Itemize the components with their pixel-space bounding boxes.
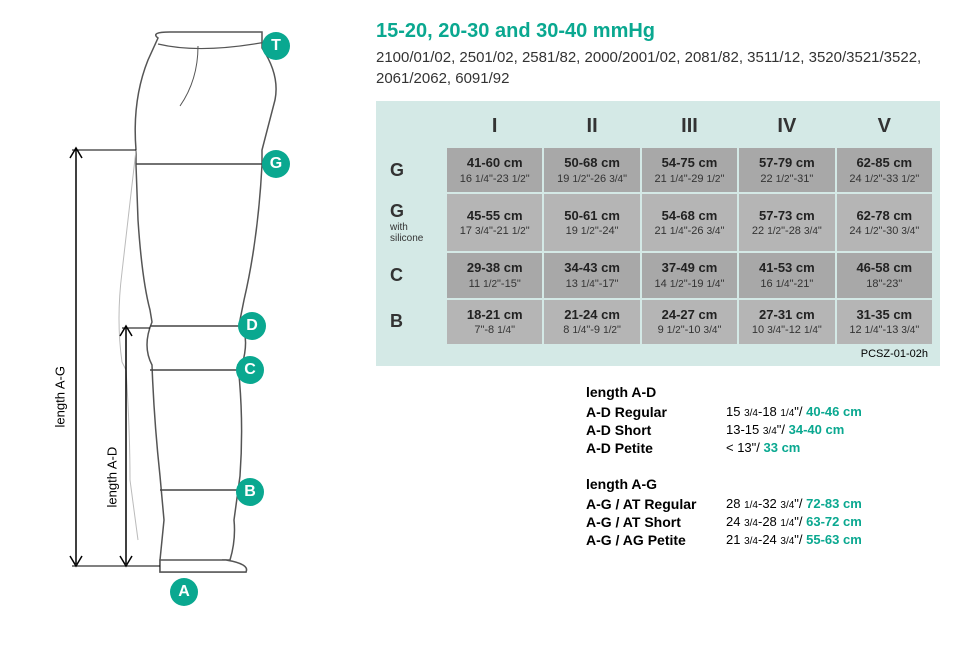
spec-row: A-D Regular15 3/4-18 1/4"/ 40-46 cm — [586, 404, 940, 420]
size-cell: 54-68 cm21 1/4"-26 3/4" — [641, 193, 738, 252]
content-panel: 15-20, 20-30 and 30-40 mmHg 2100/01/02, … — [336, 0, 960, 662]
size-cell: 24-27 cm9 1/2"-10 3/4" — [641, 299, 738, 345]
marker-c: C — [236, 356, 264, 384]
size-cell: 41-60 cm16 1/4"-23 1/2" — [446, 147, 543, 193]
size-cell: 54-75 cm21 1/4"-29 1/2" — [641, 147, 738, 193]
size-cell: 31-35 cm12 1/4"-13 3/4" — [836, 299, 933, 345]
row-header: Gwith silicone — [382, 193, 446, 252]
table-row: B18-21 cm7"-8 1/4"21-24 cm8 1/4"-9 1/2"2… — [382, 299, 933, 345]
size-cell: 45-55 cm17 3/4"-21 1/2" — [446, 193, 543, 252]
length-ag-label: length A-G — [53, 366, 68, 427]
row-header: G — [382, 147, 446, 193]
marker-b: B — [236, 478, 264, 506]
marker-g: G — [262, 150, 290, 178]
col-header: V — [836, 107, 933, 147]
length-specs: length A-D A-D Regular15 3/4-18 1/4"/ 40… — [586, 384, 940, 548]
spec-value: 24 3/4-28 1/4"/ 63-72 cm — [726, 514, 940, 530]
marker-d: D — [238, 312, 266, 340]
sizing-table: IIIIIIIVV G41-60 cm16 1/4"-23 1/2"50-68 … — [382, 107, 934, 346]
size-cell: 62-85 cm24 1/2"-33 1/2" — [836, 147, 933, 193]
spec-row: A-G / AT Short24 3/4-28 1/4"/ 63-72 cm — [586, 514, 940, 530]
size-cell: 37-49 cm14 1/2"-19 1/4" — [641, 252, 738, 298]
length-ag-title: length A-G — [586, 476, 940, 492]
size-cell: 57-79 cm22 1/2"-31" — [738, 147, 835, 193]
spec-label: A-G / AG Petite — [586, 532, 726, 548]
spec-label: A-D Petite — [586, 440, 726, 456]
spec-row: A-G / AT Regular28 1/4-32 3/4"/ 72-83 cm — [586, 496, 940, 512]
table-row: C29-38 cm11 1/2"-15"34-43 cm13 1/4"-17"3… — [382, 252, 933, 298]
size-cell: 29-38 cm11 1/2"-15" — [446, 252, 543, 298]
spec-label: A-G / AT Short — [586, 514, 726, 530]
col-header: II — [543, 107, 640, 147]
pressure-title: 15-20, 20-30 and 30-40 mmHg — [376, 20, 940, 43]
spec-row: A-G / AG Petite21 3/4-24 3/4"/ 55-63 cm — [586, 532, 940, 548]
marker-a: A — [170, 578, 198, 606]
spec-label: A-G / AT Regular — [586, 496, 726, 512]
col-header: IV — [738, 107, 835, 147]
size-cell: 46-58 cm18"-23" — [836, 252, 933, 298]
length-ad-group: length A-D A-D Regular15 3/4-18 1/4"/ 40… — [586, 384, 940, 456]
size-cell: 62-78 cm24 1/2"-30 3/4" — [836, 193, 933, 252]
col-header: I — [446, 107, 543, 147]
leg-diagram: length A-G length A-D TGDCBA — [30, 20, 330, 600]
row-header: B — [382, 299, 446, 345]
spec-value: < 13"/ 33 cm — [726, 440, 940, 456]
spec-row: A-D Short13-15 3/4"/ 34-40 cm — [586, 422, 940, 438]
length-ad-title: length A-D — [586, 384, 940, 400]
spec-value: 15 3/4-18 1/4"/ 40-46 cm — [726, 404, 940, 420]
spec-label: A-D Short — [586, 422, 726, 438]
size-cell: 50-61 cm19 1/2"-24" — [543, 193, 640, 252]
spec-value: 21 3/4-24 3/4"/ 55-63 cm — [726, 532, 940, 548]
size-cell: 27-31 cm10 3/4"-12 1/4" — [738, 299, 835, 345]
spec-value: 28 1/4-32 3/4"/ 72-83 cm — [726, 496, 940, 512]
table-row: G41-60 cm16 1/4"-23 1/2"50-68 cm19 1/2"-… — [382, 147, 933, 193]
spec-row: A-D Petite< 13"/ 33 cm — [586, 440, 940, 456]
spec-label: A-D Regular — [586, 404, 726, 420]
leg-outline — [30, 20, 330, 610]
marker-t: T — [262, 32, 290, 60]
size-cell: 21-24 cm8 1/4"-9 1/2" — [543, 299, 640, 345]
size-cell: 50-68 cm19 1/2"-26 3/4" — [543, 147, 640, 193]
col-header: III — [641, 107, 738, 147]
length-ad-label: length A-D — [105, 447, 120, 508]
length-ag-group: length A-G A-G / AT Regular28 1/4-32 3/4… — [586, 476, 940, 548]
row-header: C — [382, 252, 446, 298]
table-row: Gwith silicone45-55 cm17 3/4"-21 1/2"50-… — [382, 193, 933, 252]
spec-value: 13-15 3/4"/ 34-40 cm — [726, 422, 940, 438]
diagram-panel: length A-G length A-D T G DC B A — [0, 0, 336, 662]
product-codes: 2100/01/02, 2501/02, 2581/82, 2000/2001/… — [376, 47, 940, 89]
size-cell: 34-43 cm13 1/4"-17" — [543, 252, 640, 298]
size-cell: 57-73 cm22 1/2"-28 3/4" — [738, 193, 835, 252]
size-cell: 41-53 cm16 1/4"-21" — [738, 252, 835, 298]
table-code: PCSZ-01-02h — [382, 348, 934, 360]
size-cell: 18-21 cm7"-8 1/4" — [446, 299, 543, 345]
sizing-table-wrap: IIIIIIIVV G41-60 cm16 1/4"-23 1/2"50-68 … — [376, 101, 940, 366]
